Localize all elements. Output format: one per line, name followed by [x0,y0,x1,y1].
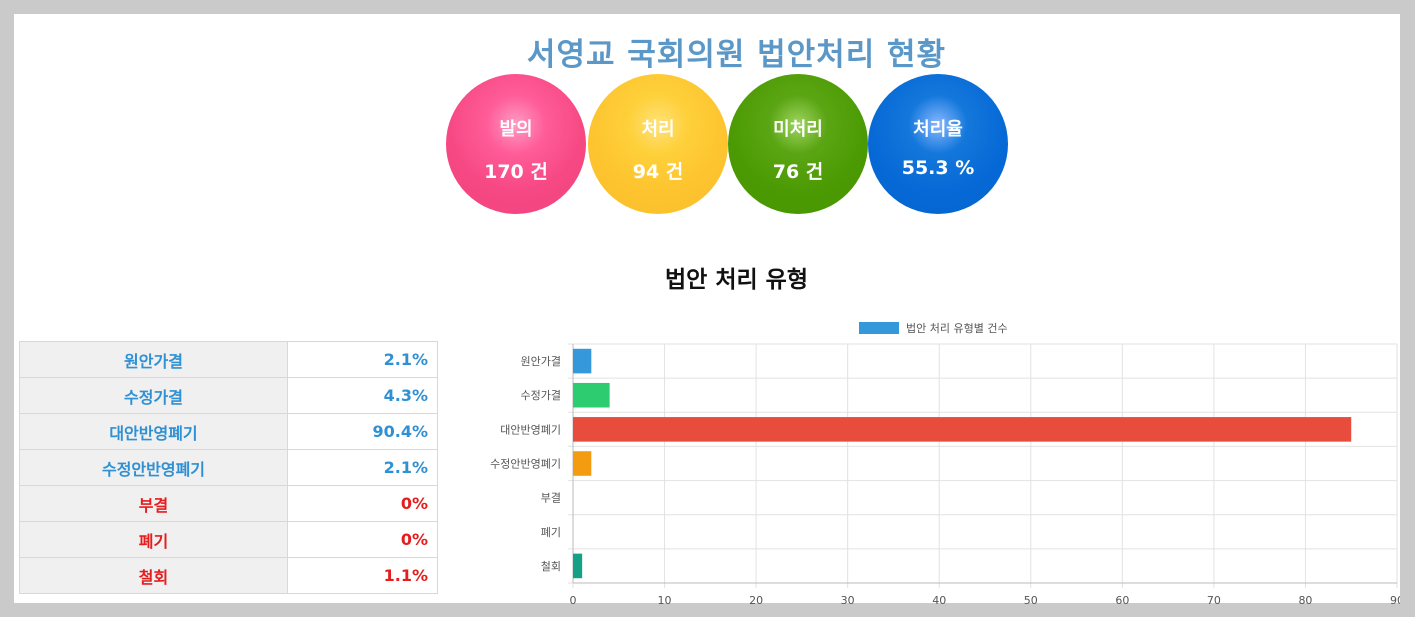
stat-circle-process-rate: 처리율 55.3 % [868,74,1008,214]
stat-value: 94 건 [632,161,684,183]
row-percent: 90.4% [287,413,438,450]
row-name: 철회 [19,557,288,594]
row-name: 원안가결 [19,341,288,378]
table-row: 대안반영폐기 90.4% [19,413,438,450]
table-row: 원안가결 2.1% [19,341,438,378]
page: 서영교 국회의원 법안처리 현황 발의 170 건 처리 94 건 미처리 76… [14,14,1400,604]
bar-7 [573,553,583,579]
stat-label: 미처리 [773,119,823,140]
x-tick-label: 10 [658,594,672,604]
x-tick-label: 60 [1115,594,1129,604]
row-name: 부결 [19,485,288,522]
x-tick-label: 80 [1298,594,1312,604]
bar-1 [573,348,592,374]
ratio-table: 원안가결 2.1% 수정가결 4.3% 대안반영폐기 90.4% 수정안반영폐기… [19,341,438,594]
row-name: 수정안반영폐기 [19,449,288,486]
category-label: 부결 [541,492,561,505]
table-row: 수정가결 4.3% [19,377,438,414]
row-name: 수정가결 [19,377,288,414]
category-label: 대안반영폐기 [500,423,561,436]
x-tick-label: 40 [932,594,946,604]
category-label: 철회 [541,560,561,573]
category-label: 원안가결 [521,355,561,368]
category-label: 수정안반영폐기 [490,458,561,471]
legend-swatch [859,322,899,334]
stat-label: 처리율 [913,119,963,140]
stat-value: 170 건 [484,161,548,183]
bar-3 [573,417,1352,442]
stat-label: 처리 [641,119,675,140]
section-title: 법안 처리 유형 [665,267,808,293]
row-percent: 2.1% [287,449,438,486]
row-percent: 0% [287,485,438,522]
table-row: 철회 1.1% [19,557,438,594]
table-row: 폐기 0% [19,521,438,558]
category-label: 수정가결 [521,389,561,402]
stat-circle-processed: 처리 94 건 [588,74,728,214]
table-row: 부결 0% [19,485,438,522]
x-tick-label: 50 [1024,594,1038,604]
category-label: 폐기 [541,526,561,539]
row-percent: 1.1% [287,557,438,594]
bar-4 [573,451,592,476]
x-tick-label: 30 [841,594,855,604]
row-name: 폐기 [19,521,288,558]
table-row: 수정안반영폐기 2.1% [19,449,438,486]
row-name: 대안반영폐기 [19,413,288,450]
bar-2 [573,382,610,408]
stat-circle-unprocessed: 미처리 76 건 [728,74,868,214]
row-percent: 2.1% [287,341,438,378]
stat-circle-proposed: 발의 170 건 [446,74,586,214]
row-percent: 0% [287,521,438,558]
stat-value: 55.3 % [901,157,975,179]
x-tick-label: 90 [1390,594,1400,604]
x-tick-label: 70 [1207,594,1221,604]
x-tick-label: 20 [749,594,763,604]
stat-value: 76 건 [772,161,824,183]
page-title: 서영교 국회의원 법안처리 현황 [526,37,947,73]
legend-label: 법안 처리 유형별 건수 [906,322,1008,335]
x-tick-label: 0 [570,594,577,604]
stat-label: 발의 [499,119,533,140]
row-percent: 4.3% [287,377,438,414]
